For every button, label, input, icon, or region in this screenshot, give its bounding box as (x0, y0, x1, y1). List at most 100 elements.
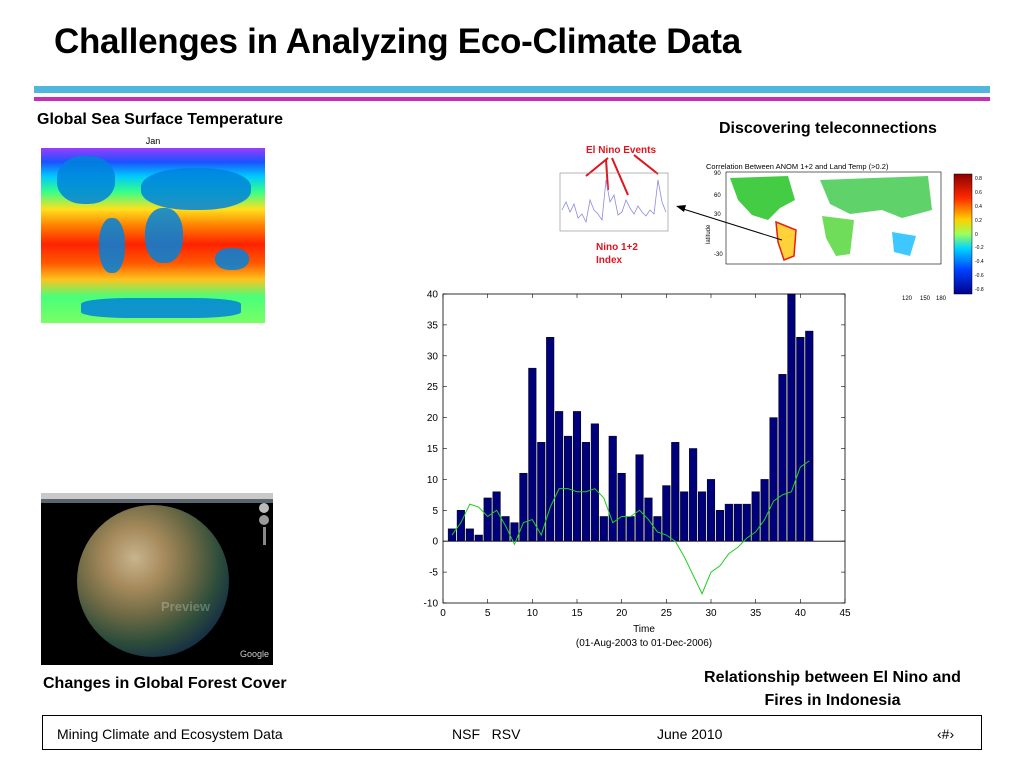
x-tick-label-20: 20 (616, 608, 628, 619)
bar-30 (706, 479, 716, 542)
title-rule-blue (34, 86, 990, 93)
cbar-tick-0.8: 0.8 (975, 176, 982, 182)
bar-11 (537, 442, 546, 542)
bar-6 (492, 491, 501, 542)
y-tick-label-25: 25 (427, 382, 439, 393)
y-tick-label--10: -10 (424, 599, 439, 610)
bar-7 (501, 516, 510, 542)
event-arrow-2 (605, 158, 609, 191)
colorbar (953, 173, 973, 295)
y-tick-label--5: -5 (429, 568, 438, 579)
preview-watermark: Preview (161, 599, 211, 614)
bar-39 (787, 293, 796, 542)
bar-15 (572, 411, 582, 542)
nino-index-figure: El Nino Events Nino 1+2 Index (559, 145, 669, 266)
lat-tick-30: 30 (714, 212, 721, 218)
y-tick-label-10: 10 (427, 475, 439, 486)
x-tick-label-15: 15 (571, 608, 583, 619)
y-tick-label-5: 5 (432, 506, 438, 517)
y-tick-label-35: 35 (427, 320, 439, 331)
bar-37 (769, 417, 778, 542)
bar-18 (599, 516, 608, 542)
bar-2 (456, 510, 465, 542)
cbar-tick-0.6: 0.6 (975, 190, 982, 196)
cbar-tick-0.2: 0.2 (975, 218, 982, 224)
bar-8 (510, 522, 519, 542)
google-logo: Google (239, 649, 269, 659)
x-axis-sublabel: (01-Aug-2003 to 01-Dec-2006) (576, 638, 712, 649)
bar-33 (733, 503, 742, 542)
browser-toolbar (41, 493, 273, 499)
bar-28 (689, 448, 698, 542)
series-line (451, 460, 810, 595)
lat-tick-60: 60 (714, 193, 721, 199)
google-earth-panel: Preview Google (41, 493, 273, 665)
bar-10 (528, 367, 537, 542)
bar-9 (519, 472, 528, 542)
bar-38 (778, 374, 787, 542)
event-arrow-4 (633, 154, 659, 175)
bar-22 (635, 454, 644, 542)
x-tick-label-25: 25 (661, 608, 673, 619)
bar-21 (626, 516, 635, 542)
title-rule-magenta (34, 97, 990, 101)
footer (42, 715, 982, 750)
cbar-tick-m0.2: -0.2 (975, 245, 984, 251)
plot-frame (442, 293, 846, 604)
bar-19 (608, 435, 617, 542)
y-tick-label-0: 0 (432, 537, 438, 548)
lon-tick-120: 120 (902, 296, 913, 302)
cbar-tick-m0.8: -0.8 (975, 287, 984, 293)
bar-5 (483, 497, 492, 542)
pointer-arrowhead (676, 205, 686, 212)
bar-1 (447, 528, 456, 542)
lon-tick-180: 180 (936, 296, 947, 302)
bar-36 (760, 479, 769, 542)
x-tick-label-30: 30 (705, 608, 717, 619)
y-tick-label-20: 20 (427, 413, 439, 424)
y-tick-label-40: 40 (427, 290, 439, 301)
bar-26 (671, 442, 680, 542)
page-title: Challenges in Analyzing Eco-Climate Data (54, 22, 741, 61)
bar-35 (751, 491, 760, 542)
bar-3 (465, 528, 474, 542)
bar-12 (546, 337, 555, 542)
cbar-tick-m0.6: -0.6 (975, 273, 984, 279)
earth-globe-image (77, 505, 229, 657)
bar-13 (555, 411, 564, 542)
bar-4 (474, 534, 483, 542)
y-tick-label-30: 30 (427, 351, 439, 362)
y-tick-label-15: 15 (427, 444, 439, 455)
cbar-tick-0.4: 0.4 (975, 204, 982, 210)
forest-caption: Changes in Global Forest Cover (43, 675, 287, 692)
fire-elnino-chart: 0 5 10 15 20 25 30 35 40 45-10-50510152025303540 … (424, 290, 851, 650)
footer-left-text: Mining Climate and Ecosystem Data (57, 726, 283, 742)
x-axis-label: Time (633, 624, 655, 635)
x-tick-label-40: 40 (795, 608, 807, 619)
bar-25 (662, 485, 671, 542)
event-arrow-3 (611, 157, 629, 196)
lat-tick-m30: -30 (714, 252, 723, 258)
bar-24 (653, 516, 662, 542)
teleconnections-caption: Discovering teleconnections (719, 120, 937, 137)
lat-tick-90: 90 (714, 171, 721, 177)
nino-index-line (561, 179, 667, 224)
sst-month-label: Jan (145, 136, 161, 146)
elnino-events-label: El Nino Events (586, 145, 656, 156)
relationship-caption: Relationship between El Nino and Fires i… (704, 669, 961, 709)
cbar-tick-0: 0 (975, 232, 978, 238)
bar-20 (617, 472, 626, 542)
latitude-axis-label: latitude (706, 224, 712, 244)
bar-32 (724, 503, 733, 542)
bar-40 (796, 337, 805, 542)
x-tick-label-45: 45 (839, 608, 851, 619)
navigation-controls[interactable] (257, 501, 271, 551)
lon-tick-150: 150 (920, 296, 931, 302)
bar-27 (680, 491, 689, 542)
correlation-map-figure: Correlation Between ANOM 1+2 and Land Te… (676, 162, 984, 302)
sst-heatmap-image (41, 148, 265, 323)
nino-plot-frame (559, 172, 669, 232)
nino-index-label-1: Nino 1+2 (596, 242, 638, 253)
correlation-title: Correlation Between ANOM 1+2 and Land Te… (706, 162, 889, 171)
x-tick-label-5: 5 (485, 608, 491, 619)
